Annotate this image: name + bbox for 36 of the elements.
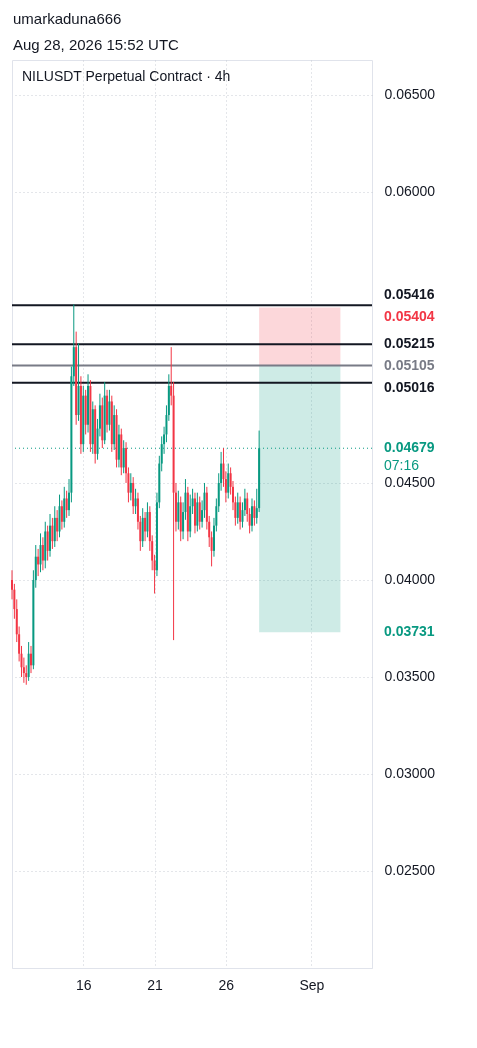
candlestick	[198, 496, 201, 531]
candlestick	[132, 476, 135, 515]
candlestick	[134, 488, 137, 515]
ref-line-label: 0.05215	[384, 334, 435, 351]
y-tick-label: 0.04000	[384, 571, 436, 588]
y-tick-label: 0.06000	[384, 183, 436, 200]
x-tick-label: 26	[218, 976, 235, 993]
candlestick	[227, 463, 230, 499]
candlestick	[141, 507, 144, 548]
ref-line-label: 0.04679	[384, 439, 435, 456]
y-tick-label: 0.03500	[384, 668, 436, 685]
candlestick	[251, 497, 253, 532]
candlestick	[122, 439, 125, 474]
candlestick	[53, 505, 56, 548]
candlestick	[56, 509, 59, 542]
candlestick	[239, 496, 242, 531]
text: umarkaduna666	[13, 9, 123, 29]
ref-line-label: 0.05416	[384, 286, 435, 303]
text: 07:16	[384, 457, 420, 474]
x-tick-label: Sep	[299, 976, 325, 993]
y-tick-label: 0.06500	[384, 86, 436, 103]
y-tick-label: 0.04500	[384, 474, 436, 491]
text: Aug 28, 2026 15:52 UTC	[13, 35, 179, 55]
candlestick	[63, 486, 66, 529]
candlestick	[49, 513, 52, 558]
x-tick-label: 16	[76, 976, 92, 993]
candlestick	[27, 641, 30, 682]
ref-line-label: 0.05105	[384, 356, 435, 373]
ref-line-label: 0.05016	[384, 378, 435, 395]
band-label: 0.03731	[384, 623, 435, 640]
text: NILUSDT Perpetual Contract · 4h	[22, 68, 231, 84]
candlestick	[65, 490, 68, 519]
y-tick-label: 0.03000	[384, 765, 436, 782]
y-tick-label: 0.02500	[384, 862, 436, 879]
x-tick-label: 21	[147, 976, 164, 993]
band-label: 0.05404	[384, 308, 435, 325]
